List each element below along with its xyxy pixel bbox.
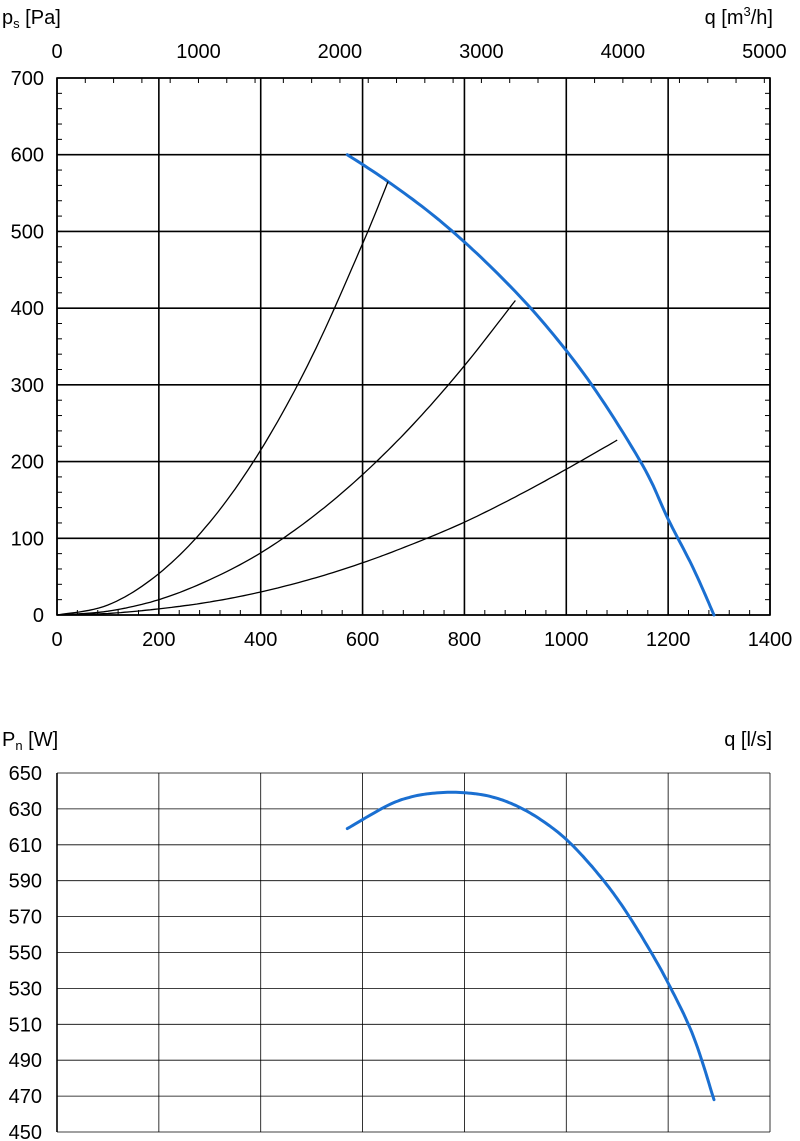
pressure-top-x-axis-title: q [m3/h] — [705, 4, 773, 29]
power-y-tick-label: 450 — [9, 1122, 42, 1141]
pressure-fan-curve — [345, 153, 716, 617]
pressure-plot-frame — [56, 77, 771, 616]
power-y-tick-label: 490 — [9, 1050, 42, 1072]
pressure-y-tick-label: 600 — [11, 145, 44, 167]
pressure-tick-labels: 0 200 400 600 800 1000 1200 1400 0 100 200 300 400 50… — [11, 41, 793, 651]
power-y-tick-label: 650 — [9, 763, 42, 785]
power-y-tick-label: 550 — [9, 943, 42, 965]
power-tick-labels: 450 470 490 510 530 550 570 590 610 630 650 — [9, 763, 42, 1141]
pressure-y-tick-label: 300 — [11, 375, 44, 397]
pressure-x-tick-label: 0 — [51, 629, 62, 651]
power-y-tick-label: 530 — [9, 978, 42, 1000]
pressure-x-tick-label: 1000 — [544, 629, 589, 651]
power-series — [345, 790, 716, 1102]
power-grid — [56, 772, 771, 1133]
power-fan-curve — [345, 790, 716, 1102]
pressure-y-axis-title: ps [Pa] — [2, 7, 61, 31]
pressure-top-tick-label: 1000 — [176, 41, 221, 63]
power-y-tick-label: 570 — [9, 907, 42, 929]
power-y-tick-label: 470 — [9, 1086, 42, 1108]
pressure-series — [56, 153, 716, 617]
pressure-x-tick-label: 1200 — [646, 629, 691, 651]
pressure-top-tick-label: 5000 — [742, 41, 787, 63]
pressure-x-tick-label: 400 — [244, 629, 277, 651]
pressure-top-tick-label: 4000 — [601, 41, 646, 63]
pressure-major-grid — [56, 77, 771, 616]
power-y-tick-label: 510 — [9, 1014, 42, 1036]
pressure-y-tick-label: 200 — [11, 452, 44, 474]
pressure-top-tick-label: 3000 — [459, 41, 504, 63]
power-y-tick-label: 590 — [9, 871, 42, 893]
system-resistance-curve — [56, 181, 389, 616]
pressure-x-tick-label: 200 — [142, 629, 175, 651]
pressure-x-tick-label: 600 — [346, 629, 379, 651]
power-x-axis-title: q [l/s] — [724, 729, 772, 751]
pressure-chart: 0 200 400 600 800 1000 1200 1400 0 100 200 300 400 50… — [2, 4, 792, 651]
power-y-tick-label: 610 — [9, 835, 42, 857]
pressure-axis-ticks — [56, 77, 771, 616]
system-resistance-curve — [56, 439, 618, 616]
power-y-tick-label: 630 — [9, 799, 42, 821]
power-chart: 450 470 490 510 530 550 570 590 610 630 650 Pn [W]… — [2, 729, 772, 1141]
pressure-y-tick-label: 0 — [33, 605, 44, 627]
pressure-y-tick-label: 700 — [11, 68, 44, 90]
pressure-top-tick-label: 2000 — [318, 41, 363, 63]
pressure-y-tick-label: 500 — [11, 221, 44, 243]
pressure-x-tick-label: 800 — [448, 629, 481, 651]
pressure-x-tick-label: 1400 — [748, 629, 793, 651]
pressure-top-tick-label: 0 — [51, 41, 62, 63]
system-resistance-curve — [56, 300, 516, 616]
power-y-axis-title: Pn [W] — [2, 729, 58, 753]
pressure-y-tick-label: 400 — [11, 298, 44, 320]
pressure-y-tick-label: 100 — [11, 528, 44, 550]
